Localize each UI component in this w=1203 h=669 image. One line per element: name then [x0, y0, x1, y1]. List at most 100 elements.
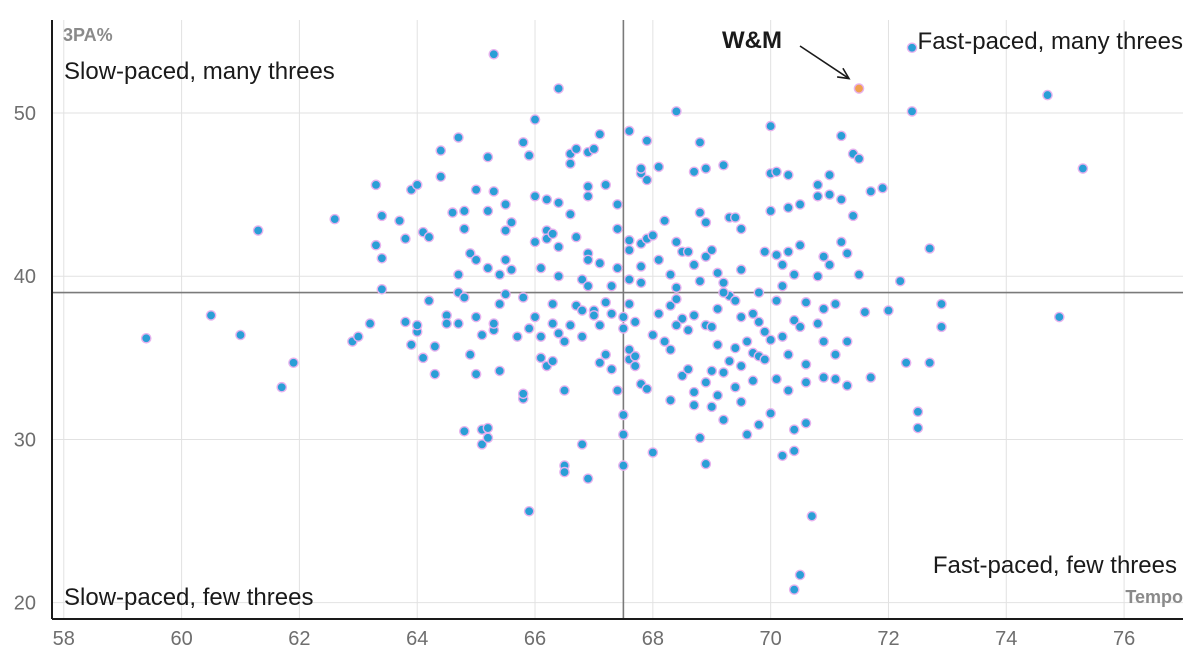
data-point: [806, 510, 818, 522]
data-point: [1042, 89, 1053, 101]
quadrant-label-bottom-right: Fast-paced, few threes: [933, 552, 1177, 579]
data-point: [523, 323, 535, 334]
data-point: [777, 259, 788, 271]
data-point: [606, 280, 617, 292]
data-point: [747, 308, 759, 320]
data-point: [618, 429, 629, 440]
data-point: [788, 269, 800, 280]
axes: [51, 20, 1183, 620]
data-point: [735, 396, 747, 408]
data-point: [506, 264, 517, 276]
data-point: [665, 344, 676, 355]
data-point: [853, 153, 865, 165]
data-point: [423, 295, 435, 307]
data-point: [635, 163, 647, 174]
data-point: [830, 373, 841, 385]
data-point: [753, 287, 765, 298]
data-point: [812, 270, 824, 282]
data-point: [529, 114, 541, 125]
data-point: [459, 205, 470, 217]
data-point: [411, 179, 423, 191]
data-point: [676, 370, 688, 382]
data-point: [629, 360, 641, 372]
data-point: [517, 292, 529, 303]
data-point: [565, 319, 576, 331]
data-point: [470, 184, 482, 196]
x-tick-label: 74: [995, 628, 1017, 650]
data-point: [759, 354, 771, 365]
data-point: [771, 249, 782, 261]
x-tick-label: 72: [877, 628, 899, 650]
data-point: [712, 390, 723, 401]
data-point: [635, 277, 647, 289]
data-point: [600, 349, 612, 360]
data-point: [459, 426, 470, 437]
data-point: [759, 246, 771, 258]
data-point: [394, 215, 405, 227]
data-point: [830, 349, 841, 360]
data-point: [682, 324, 694, 336]
data-point: [594, 257, 606, 269]
data-point: [671, 106, 682, 117]
data-point: [671, 293, 682, 305]
data-point: [700, 217, 712, 228]
data-point: [906, 42, 918, 54]
data-point: [730, 381, 741, 393]
data-point: [694, 207, 706, 218]
data-point: [435, 171, 447, 182]
data-point: [641, 174, 653, 186]
data-point: [488, 186, 500, 197]
data-point: [429, 368, 441, 380]
data-point: [653, 308, 665, 320]
data-point: [730, 212, 741, 223]
data-point: [517, 137, 529, 148]
data-point: [547, 318, 559, 329]
data-point: [647, 447, 659, 458]
data-point: [235, 329, 246, 341]
data-point: [470, 368, 482, 380]
data-point: [824, 189, 835, 200]
data-point: [370, 179, 382, 191]
data-point: [824, 259, 835, 271]
data-point: [453, 318, 464, 329]
data-point: [688, 166, 700, 178]
data-point: [453, 132, 464, 143]
data-point: [735, 223, 747, 235]
chart-labels: 3PA% Tempo Slow-paced, many threes Fast-…: [63, 25, 1183, 611]
data-point: [464, 248, 476, 259]
data-point: [623, 235, 635, 246]
y-tick-label: 50: [14, 103, 36, 125]
data-point: [812, 190, 824, 202]
data-point: [641, 135, 653, 147]
data-point: [612, 199, 623, 210]
data-point: [400, 316, 411, 328]
data-point: [535, 352, 547, 364]
data-point: [894, 275, 906, 287]
data-point: [694, 432, 706, 444]
data-point: [777, 280, 788, 292]
data-point: [529, 311, 541, 323]
data-point: [494, 298, 505, 310]
data-point: [841, 336, 853, 347]
data-point: [453, 269, 464, 280]
data-point: [912, 422, 924, 434]
data-point: [794, 321, 806, 333]
data-point: [506, 217, 517, 228]
data-point: [547, 298, 559, 310]
x-tick-label: 62: [288, 628, 310, 650]
data-point: [576, 274, 588, 285]
data-point: [682, 246, 694, 258]
data-point: [512, 331, 523, 342]
data-point: [612, 385, 623, 396]
data-point: [812, 318, 824, 329]
quadrant-label-bottom-left: Slow-paced, few threes: [64, 584, 313, 611]
data-point: [712, 339, 723, 351]
data-point: [859, 306, 871, 318]
data-point: [712, 303, 723, 315]
data-point: [718, 367, 729, 378]
data-point: [582, 280, 594, 292]
data-point: [140, 332, 152, 344]
data-point: [488, 48, 500, 60]
data-point: [1077, 163, 1089, 174]
data-point: [783, 246, 794, 258]
